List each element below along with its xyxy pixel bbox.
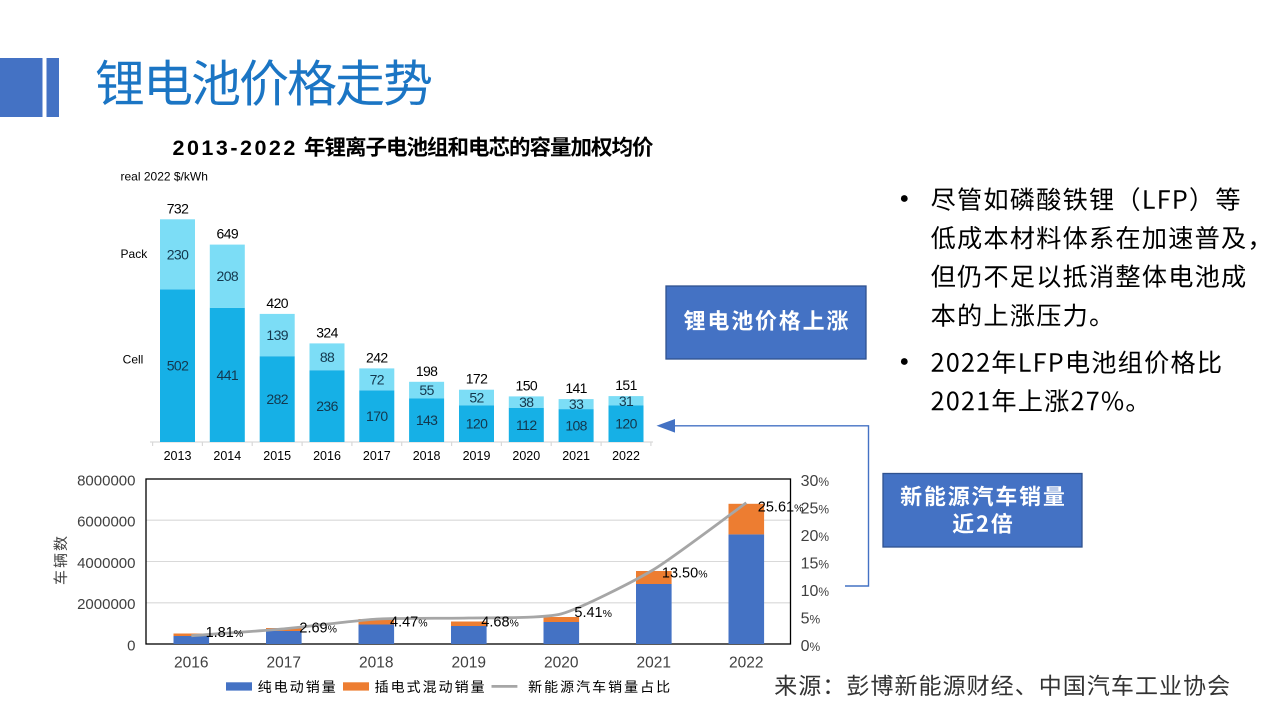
svg-text:55: 55 (419, 382, 434, 398)
svg-text:4.68%: 4.68% (481, 614, 519, 630)
svg-text:143: 143 (416, 412, 438, 428)
svg-text:33: 33 (569, 396, 584, 412)
svg-text:2022: 2022 (612, 449, 640, 463)
svg-text:2018: 2018 (359, 655, 393, 672)
svg-text:2015: 2015 (263, 449, 291, 463)
svg-text:141: 141 (565, 380, 587, 396)
svg-text:2020: 2020 (544, 655, 579, 672)
svg-text:25%: 25% (801, 500, 830, 517)
svg-text:649: 649 (217, 226, 239, 242)
svg-text:170: 170 (366, 408, 388, 424)
svg-text:2021: 2021 (637, 655, 671, 672)
svg-text:0%: 0% (801, 638, 821, 655)
svg-text:172: 172 (466, 371, 488, 387)
svg-text:5%: 5% (801, 610, 821, 627)
svg-text:112: 112 (516, 417, 537, 433)
svg-text:4.47%: 4.47% (390, 614, 428, 630)
svg-text:8000000: 8000000 (77, 472, 135, 489)
svg-text:2018: 2018 (413, 449, 441, 463)
svg-text:2017: 2017 (363, 449, 391, 463)
svg-text:52: 52 (469, 390, 484, 406)
svg-text:13.50%: 13.50% (662, 566, 708, 582)
svg-text:30%: 30% (801, 473, 830, 490)
svg-text:2019: 2019 (452, 655, 486, 672)
svg-text:1.81%: 1.81% (206, 625, 244, 641)
svg-text:242: 242 (366, 349, 388, 365)
svg-text:0: 0 (127, 637, 135, 654)
svg-text:2014: 2014 (213, 449, 241, 463)
svg-text:282: 282 (266, 391, 288, 407)
svg-text:88: 88 (320, 349, 335, 365)
svg-text:324: 324 (316, 324, 338, 340)
svg-text:25.61%: 25.61% (758, 499, 804, 515)
svg-text:20%: 20% (801, 528, 830, 545)
svg-text:2016: 2016 (313, 449, 341, 463)
svg-text:2013-2022: 2013-2022 (173, 136, 298, 160)
svg-text:6000000: 6000000 (77, 514, 135, 531)
svg-text:2013: 2013 (164, 449, 192, 463)
svg-text:732: 732 (167, 200, 189, 216)
svg-text:2021: 2021 (562, 449, 590, 463)
svg-text:230: 230 (167, 246, 189, 262)
svg-text:198: 198 (416, 363, 438, 379)
svg-text:31: 31 (619, 393, 634, 409)
svg-text:10%: 10% (801, 583, 830, 600)
svg-text:5.41%: 5.41% (574, 605, 612, 621)
svg-text:120: 120 (466, 416, 488, 432)
svg-text:208: 208 (217, 268, 239, 284)
svg-text:120: 120 (615, 416, 637, 432)
svg-text:2.69%: 2.69% (299, 621, 337, 637)
svg-text:2000000: 2000000 (77, 596, 135, 613)
svg-text:2020: 2020 (512, 449, 540, 463)
svg-text:151: 151 (615, 377, 637, 393)
svg-text:15%: 15% (801, 555, 830, 572)
svg-text:Pack: Pack (121, 247, 149, 261)
svg-text:38: 38 (519, 394, 534, 410)
svg-text:139: 139 (266, 327, 288, 343)
svg-text:441: 441 (217, 367, 239, 383)
svg-text:2017: 2017 (267, 655, 301, 672)
svg-text:2016: 2016 (174, 655, 208, 672)
svg-text:real 2022 $/kWh: real 2022 $/kWh (121, 170, 208, 184)
svg-text:2019: 2019 (463, 449, 491, 463)
svg-text:4000000: 4000000 (77, 555, 135, 572)
svg-text:420: 420 (266, 295, 288, 311)
svg-text:236: 236 (316, 398, 338, 414)
svg-text:502: 502 (167, 358, 189, 374)
svg-text:150: 150 (516, 377, 538, 393)
svg-text:108: 108 (565, 418, 587, 434)
svg-text:Cell: Cell (123, 353, 144, 367)
svg-text:2022: 2022 (729, 655, 763, 672)
svg-text:72: 72 (370, 371, 385, 387)
